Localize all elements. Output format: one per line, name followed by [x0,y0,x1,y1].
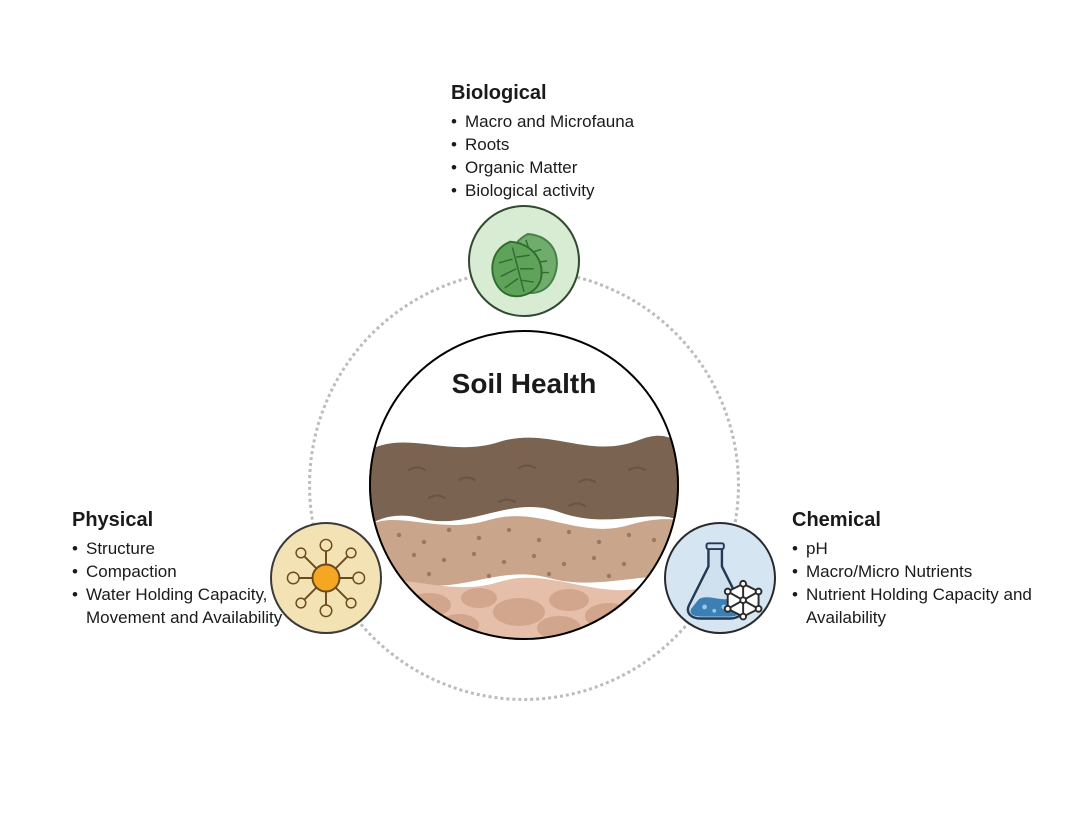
leaf-icon [470,207,578,315]
physical-label: Physical StructureCompactionWater Holdin… [72,509,302,630]
list-item: Macro and Microfauna [451,111,771,134]
biological-list: Macro and MicrofaunaRootsOrganic MatterB… [451,111,771,203]
physical-list: StructureCompactionWater Holding Capacit… [72,538,302,630]
list-item: Nutrient Holding Capacity and Availabili… [792,584,1032,630]
center-circle: Soil Health [369,330,679,640]
biological-node [468,205,580,317]
chemical-label: Chemical pHMacro/Micro NutrientsNutrient… [792,509,1032,630]
list-item: Macro/Micro Nutrients [792,561,1032,584]
list-item: Roots [451,134,771,157]
chemical-heading: Chemical [792,509,1032,532]
soil-layer-mid [369,516,679,585]
list-item: Compaction [72,561,302,584]
chemical-node [664,522,776,634]
flask-bubble-2 [712,609,716,613]
diagram-stage: Soil Health [0,0,1090,820]
list-item: Water Holding Capacity, Movement and Ava… [72,584,302,630]
list-item: pH [792,538,1032,561]
biological-heading: Biological [451,82,771,105]
list-item: Biological activity [451,180,771,203]
list-item: Organic Matter [451,157,771,180]
soil-layer-top [369,436,679,525]
flask-neck [707,543,724,549]
physical-heading: Physical [72,509,302,532]
flask-icon [666,524,774,632]
flask-bubble-1 [702,605,707,610]
list-item: Structure [72,538,302,561]
biological-label: Biological Macro and MicrofaunaRootsOrga… [451,82,771,203]
chemical-list: pHMacro/Micro NutrientsNutrient Holding … [792,538,1032,630]
center-title: Soil Health [369,368,679,400]
molecule-core [313,565,340,592]
